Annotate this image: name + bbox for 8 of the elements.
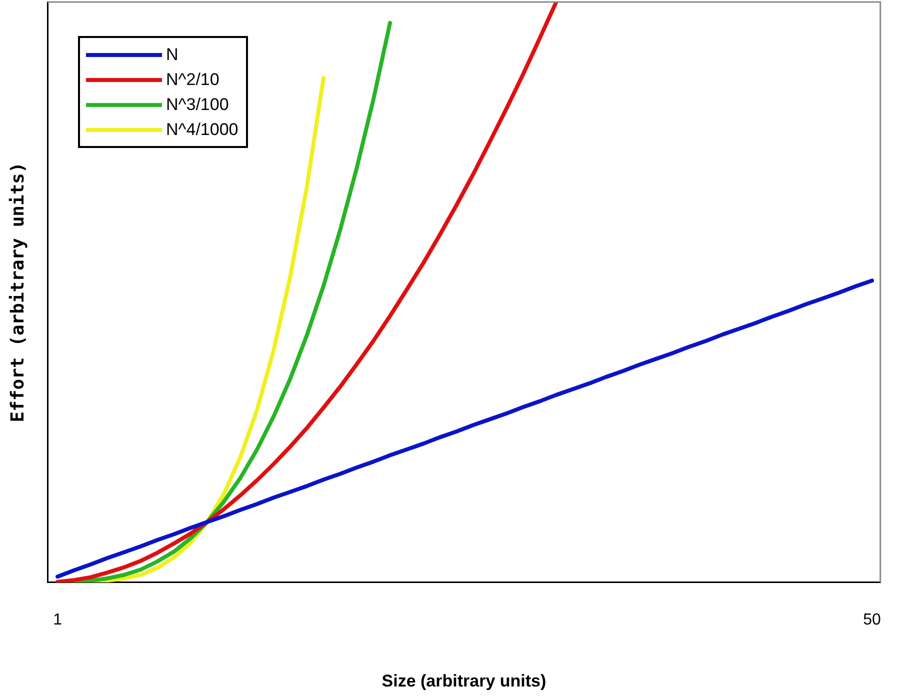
- x-tick-label: 1: [53, 611, 62, 628]
- x-axis-title: Size (arbitrary units): [382, 671, 546, 690]
- legend-label: N^2/10: [166, 70, 220, 90]
- legend-label: N: [166, 44, 178, 64]
- y-axis-title: Effort (arbitrary units): [7, 162, 28, 422]
- legend-label: N^4/1000: [166, 120, 238, 140]
- x-tick-label: 50: [863, 611, 882, 628]
- legend-label: N^3/100: [166, 94, 229, 114]
